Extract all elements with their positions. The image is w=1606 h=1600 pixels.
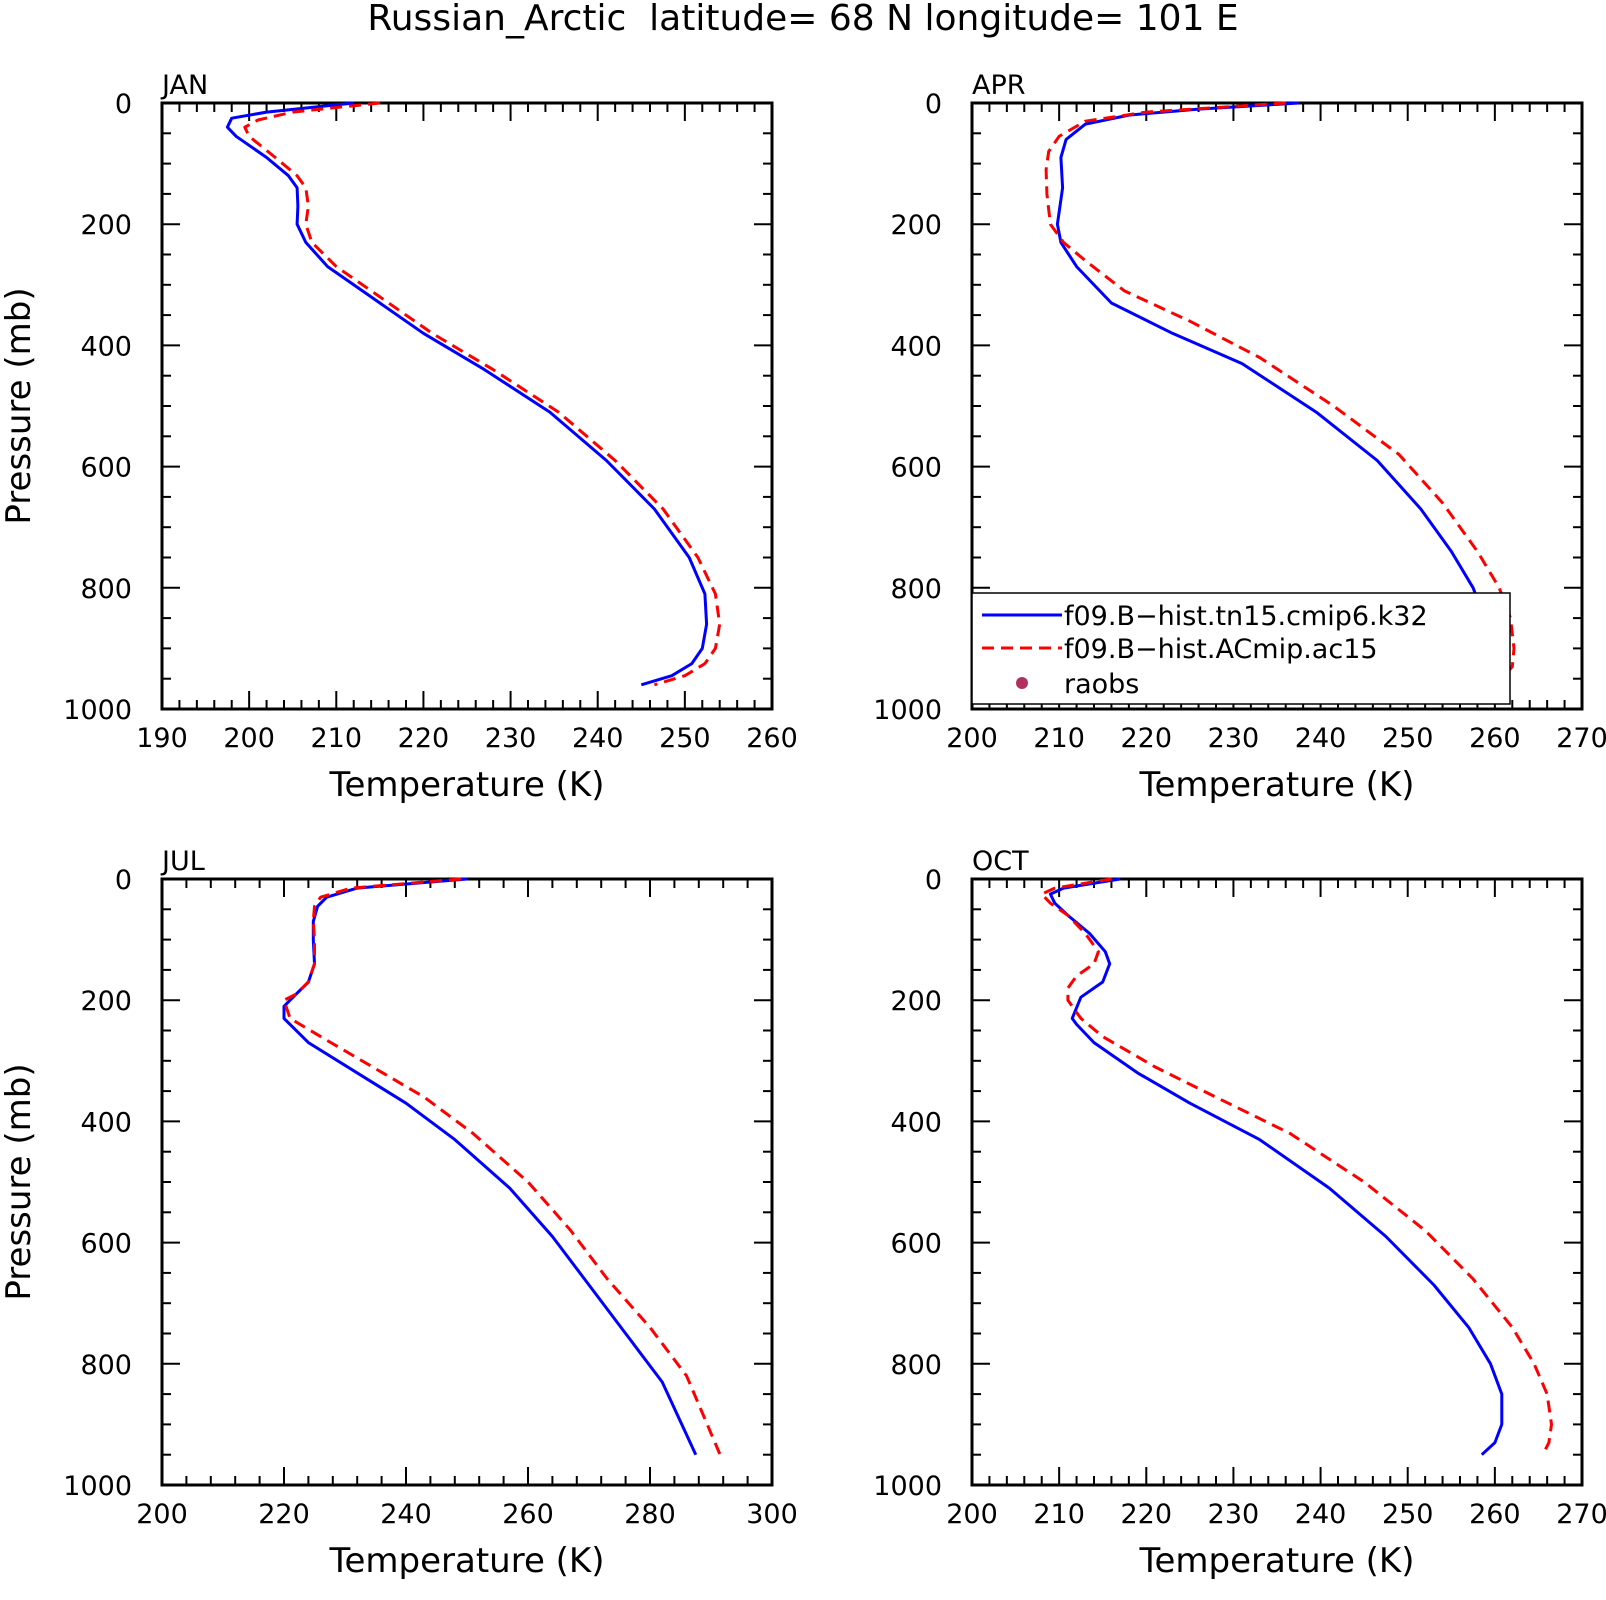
- x-tick-label: 270: [1556, 723, 1606, 754]
- x-axis-title: Temperature (K): [328, 765, 604, 805]
- y-tick-label: 600: [890, 453, 942, 484]
- x-tick-label: 210: [1033, 1499, 1085, 1530]
- x-tick-label: 200: [223, 723, 275, 754]
- y-tick-label: 1000: [873, 695, 942, 726]
- y-tick-label: 0: [115, 865, 132, 896]
- y-tick-label: 600: [890, 1229, 942, 1260]
- x-tick-label: 230: [1208, 1499, 1260, 1530]
- x-tick-label: 200: [136, 1499, 188, 1530]
- y-tick-label: 0: [115, 89, 132, 120]
- y-tick-label: 600: [80, 453, 132, 484]
- plot-frame: [160, 877, 774, 1487]
- series-line-k32: [1048, 877, 1504, 1456]
- y-tick-label: 1000: [873, 1471, 942, 1502]
- y-tick-label: 800: [890, 1350, 942, 1381]
- x-tick-label: 210: [311, 723, 363, 754]
- x-tick-label: 240: [1295, 723, 1347, 754]
- panel-jul: 200 220 240 260 280 300 0 200 400 600 800 1000 JUL Te…: [0, 846, 798, 1581]
- y-tick-label: 0: [925, 89, 942, 120]
- y-tick-label: 400: [80, 331, 132, 362]
- y-axis-title: Pressure (mb): [0, 287, 39, 524]
- y-tick-label: 1000: [63, 695, 132, 726]
- x-tick-label: 190: [136, 723, 188, 754]
- y-tick-label: 800: [80, 1350, 132, 1381]
- y-axis-title: Pressure (mb): [0, 1063, 39, 1300]
- y-tick-label: 200: [80, 210, 132, 241]
- x-tick-label: 220: [1121, 723, 1173, 754]
- legend-label-raobs: raobs: [1064, 669, 1139, 700]
- series-line-ac15: [282, 877, 722, 1456]
- x-tick-label: 250: [659, 723, 711, 754]
- panel-oct: 200 210 220 230 240 250 260 270 0 200 400 600 800 100…: [873, 846, 1606, 1581]
- x-tick-label: 230: [485, 723, 537, 754]
- panels: 190 200 210 220 230 240 250 260 0 200 400 600 800 100…: [0, 70, 1606, 1581]
- x-tick-label: 300: [746, 1499, 798, 1530]
- y-tick-label: 400: [890, 1107, 942, 1138]
- panel-label: JUL: [160, 846, 205, 877]
- x-tick-label: 220: [398, 723, 450, 754]
- x-tick-label: 260: [1469, 1499, 1521, 1530]
- x-tick-label: 220: [1121, 1499, 1173, 1530]
- x-axis-title: Temperature (K): [1138, 765, 1414, 805]
- x-tick-label: 260: [1469, 723, 1521, 754]
- panel-label: OCT: [972, 846, 1029, 877]
- y-tick-label: 200: [890, 986, 942, 1017]
- figure-title: Russian_Arctic latitude= 68 N longitude=…: [367, 0, 1238, 39]
- panel-jan: 190 200 210 220 230 240 250 260 0 200 400 600 800 100…: [0, 70, 798, 805]
- x-tick-label: 230: [1208, 723, 1260, 754]
- y-tick-label: 400: [80, 1107, 132, 1138]
- y-tick-label: 200: [890, 210, 942, 241]
- y-tick-label: 1000: [63, 1471, 132, 1502]
- y-tick-label: 0: [925, 865, 942, 896]
- x-tick-label: 200: [946, 1499, 998, 1530]
- x-tick-label: 260: [746, 723, 798, 754]
- y-tick-label: 400: [890, 331, 942, 362]
- series-line-ac15: [243, 101, 722, 687]
- x-tick-label: 220: [258, 1499, 310, 1530]
- y-tick-label: 800: [890, 574, 942, 605]
- x-tick-label: 260: [502, 1499, 554, 1530]
- panel-label: JAN: [160, 70, 208, 101]
- x-tick-label: 200: [946, 723, 998, 754]
- series-line-ac15: [1044, 101, 1516, 683]
- legend-label-ac15: f09.B−hist.ACmip.ac15: [1064, 634, 1378, 665]
- series-line-ac15: [1040, 877, 1553, 1456]
- x-axis-title: Temperature (K): [328, 1541, 604, 1581]
- y-tick-label: 800: [80, 574, 132, 605]
- y-tick-label: 200: [80, 986, 132, 1017]
- legend-label-k32: f09.B−hist.tn15.cmip6.k32: [1064, 601, 1428, 632]
- x-tick-label: 250: [1382, 1499, 1434, 1530]
- y-tick-label: 600: [80, 1229, 132, 1260]
- x-tick-label: 240: [380, 1499, 432, 1530]
- series-line-k32: [225, 101, 709, 687]
- series-line-k32: [282, 877, 698, 1456]
- plot-frame: [160, 101, 774, 711]
- plot-frame: [970, 877, 1584, 1487]
- legend: f09.B−hist.tn15.cmip6.k32 f09.B−hist.ACm…: [971, 592, 1511, 705]
- x-tick-label: 250: [1382, 723, 1434, 754]
- x-tick-label: 240: [1295, 1499, 1347, 1530]
- x-tick-label: 270: [1556, 1499, 1606, 1530]
- x-axis-title: Temperature (K): [1138, 1541, 1414, 1581]
- x-tick-label: 210: [1033, 723, 1085, 754]
- legend-marker-raobs: [1016, 677, 1028, 689]
- panel-label: APR: [972, 70, 1026, 101]
- x-tick-label: 280: [624, 1499, 676, 1530]
- x-tick-label: 240: [572, 723, 624, 754]
